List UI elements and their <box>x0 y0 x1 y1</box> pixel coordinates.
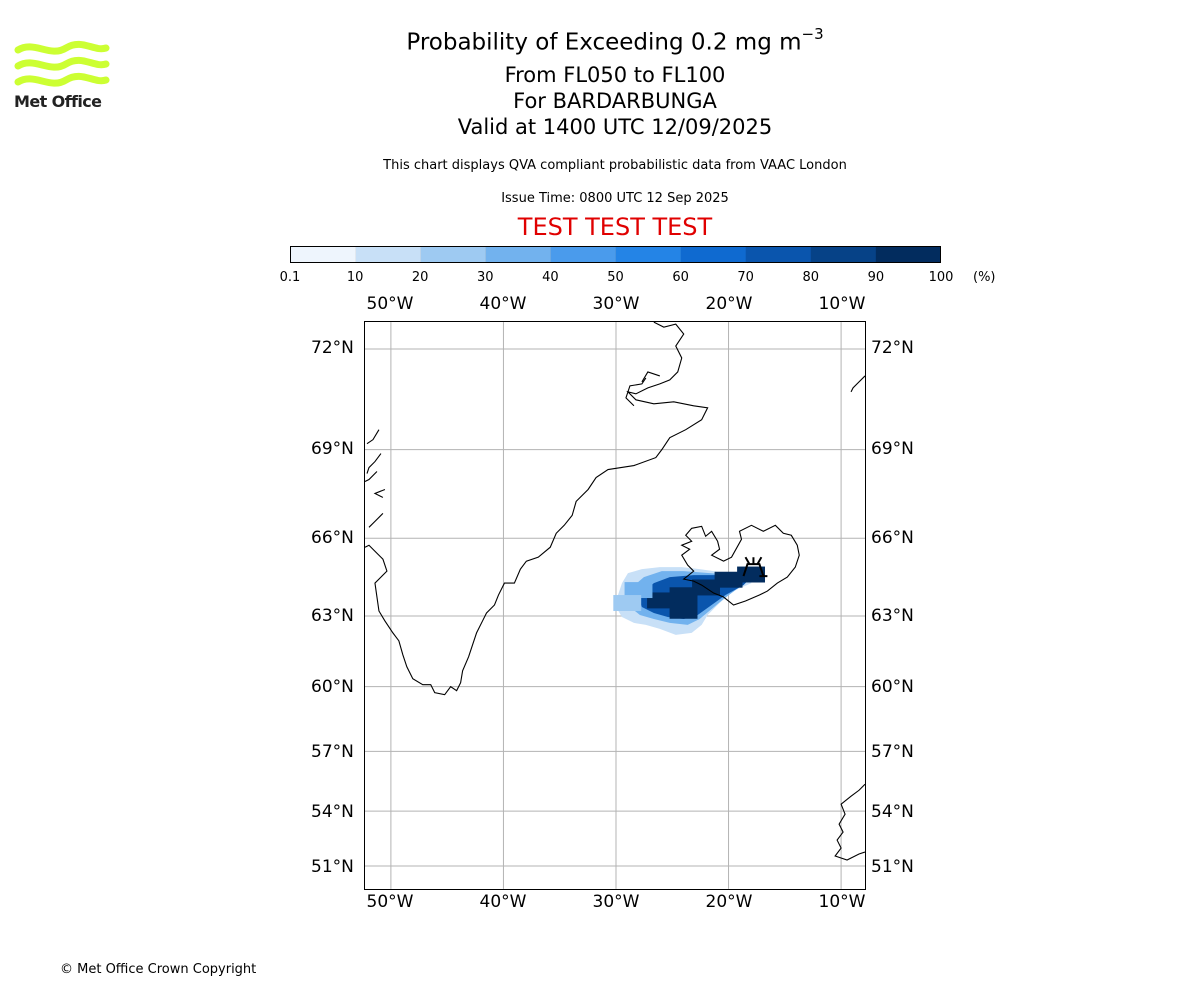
longitude-label: 50°W <box>366 892 414 912</box>
colorbar-segment <box>486 247 551 262</box>
chart-title: Probability of Exceeding 0.2 mg m−3 <box>0 25 1200 56</box>
latitude-label: 54°N <box>871 802 914 822</box>
longitude-label: 10°W <box>818 294 866 314</box>
test-banner: TEST TEST TEST <box>517 213 713 241</box>
colorbar-tick-label: 0.1 <box>279 270 301 285</box>
probability-colorbar <box>290 246 941 263</box>
met-office-logo-icon <box>14 40 110 87</box>
title-superscript: −3 <box>801 25 824 43</box>
latitude-label: 66°N <box>871 528 914 548</box>
flight-level-range: From FL050 to FL100 <box>504 63 726 87</box>
latitude-label: 69°N <box>871 439 914 459</box>
colorbar-segment <box>746 247 811 262</box>
plume-cell <box>624 582 653 599</box>
plume-cell <box>613 595 642 611</box>
colorbar-tick-label: 80 <box>802 270 820 285</box>
ash-probability-plume <box>613 566 765 635</box>
latitude-label: 57°N <box>311 742 354 762</box>
longitude-label: 40°W <box>479 892 527 912</box>
plume-cell <box>647 592 675 609</box>
latitude-label: 63°N <box>311 606 354 626</box>
longitude-label: 30°W <box>592 892 640 912</box>
colorbar-segment <box>616 247 681 262</box>
plume-cell <box>669 587 698 604</box>
map-panel[interactable] <box>364 321 866 890</box>
longitude-label: 20°W <box>705 294 753 314</box>
logo-waves <box>14 40 110 87</box>
colorbar-segment <box>876 247 940 262</box>
greenland-coastline <box>365 322 709 696</box>
colorbar-segment <box>811 247 876 262</box>
colorbar-segment <box>356 247 421 262</box>
latitude-label: 51°N <box>311 857 354 877</box>
plume-cell <box>737 566 765 583</box>
longitude-label: 50°W <box>366 294 414 314</box>
longitude-label: 30°W <box>592 294 640 314</box>
colorbar-tick-label: 40 <box>542 270 559 285</box>
latitude-label: 72°N <box>871 338 914 358</box>
map-gridlines <box>365 322 865 889</box>
colorbar-segment <box>551 247 616 262</box>
latitude-label: 57°N <box>871 742 914 762</box>
logo-wordmark: Met Office <box>14 92 102 111</box>
colorbar-tick-label: 50 <box>607 270 624 285</box>
iceland-coastline <box>680 524 800 606</box>
colorbar-tick-label: 20 <box>411 270 429 285</box>
longitude-label: 10°W <box>818 892 866 912</box>
plume-cell <box>669 602 698 619</box>
colorbar-tick-label: 10 <box>346 270 364 285</box>
latitude-label: 60°N <box>311 677 354 697</box>
volcano-name: For BARDARBUNGA <box>513 89 717 113</box>
colorbar-segment <box>421 247 486 262</box>
colorbar-tick-label: 100 <box>928 270 954 285</box>
colorbar-tick-label: 70 <box>737 270 754 285</box>
longitude-label: 20°W <box>705 892 753 912</box>
latitude-label: 54°N <box>311 802 354 822</box>
colorbar-tick-label: 90 <box>867 270 885 285</box>
latitude-label: 51°N <box>871 857 914 877</box>
chart-description: This chart displays QVA compliant probab… <box>383 158 847 173</box>
latitude-label: 69°N <box>311 439 354 459</box>
valid-time: Valid at 1400 UTC 12/09/2025 <box>457 115 773 139</box>
title-main: Probability of Exceeding 0.2 mg m <box>406 29 802 56</box>
latitude-label: 72°N <box>311 338 354 358</box>
colorbar-tick-label: 30 <box>477 270 494 285</box>
latitude-label: 63°N <box>871 606 914 626</box>
copyright-notice: © Met Office Crown Copyright <box>60 962 257 977</box>
plume-cell <box>714 571 743 588</box>
coastlines <box>365 322 865 861</box>
colorbar-segment <box>681 247 746 262</box>
colorbar-segment <box>291 247 356 262</box>
colorbar-unit: (%) <box>973 270 996 285</box>
latitude-label: 66°N <box>311 528 354 548</box>
colorbar-tick-label: 60 <box>672 270 689 285</box>
greenland-fjords <box>365 371 660 528</box>
longitude-label: 40°W <box>479 294 527 314</box>
scandinavia-coastline <box>834 375 865 861</box>
latitude-label: 60°N <box>871 677 914 697</box>
issue-time: Issue Time: 0800 UTC 12 Sep 2025 <box>501 191 729 206</box>
volcano-icon <box>742 556 768 578</box>
